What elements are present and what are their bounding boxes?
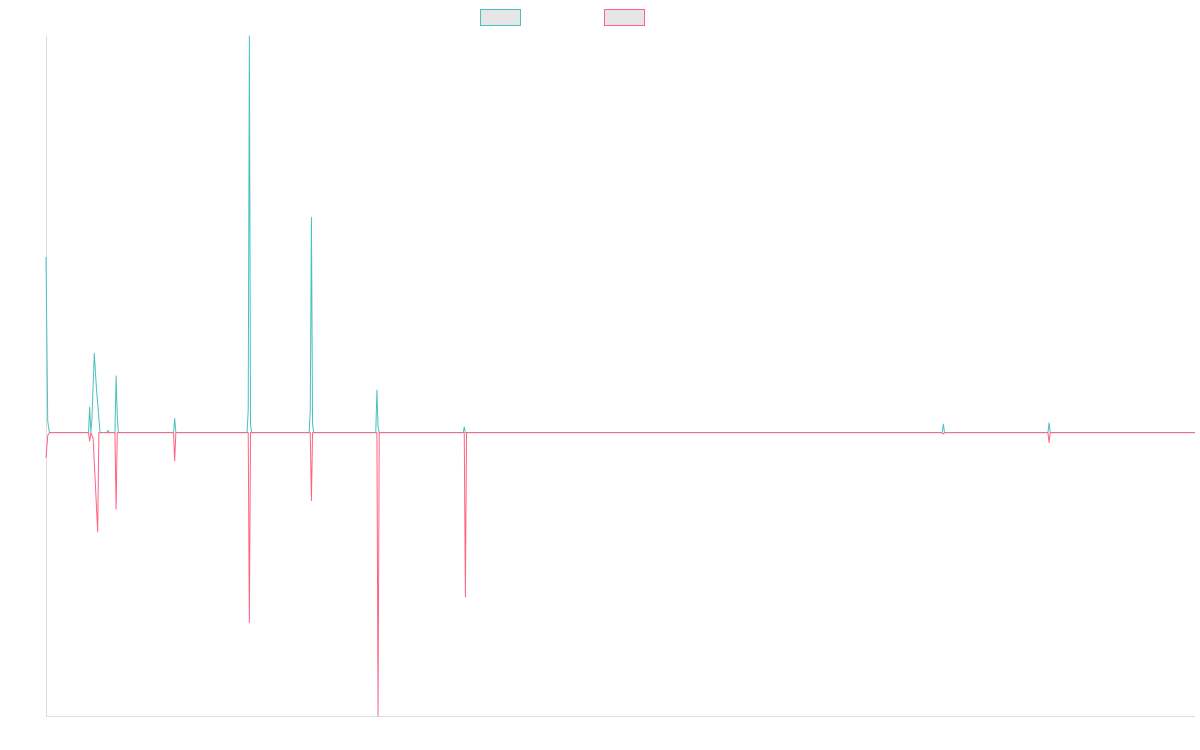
legend-swatch-series-1[interactable] — [480, 9, 521, 26]
legend-swatch-series-2[interactable] — [604, 9, 645, 26]
series-layer — [45, 35, 1195, 717]
axes — [46, 36, 1195, 717]
series-line-2 — [45, 432, 1195, 717]
series-line-1 — [45, 35, 1195, 434]
legend — [480, 9, 645, 26]
